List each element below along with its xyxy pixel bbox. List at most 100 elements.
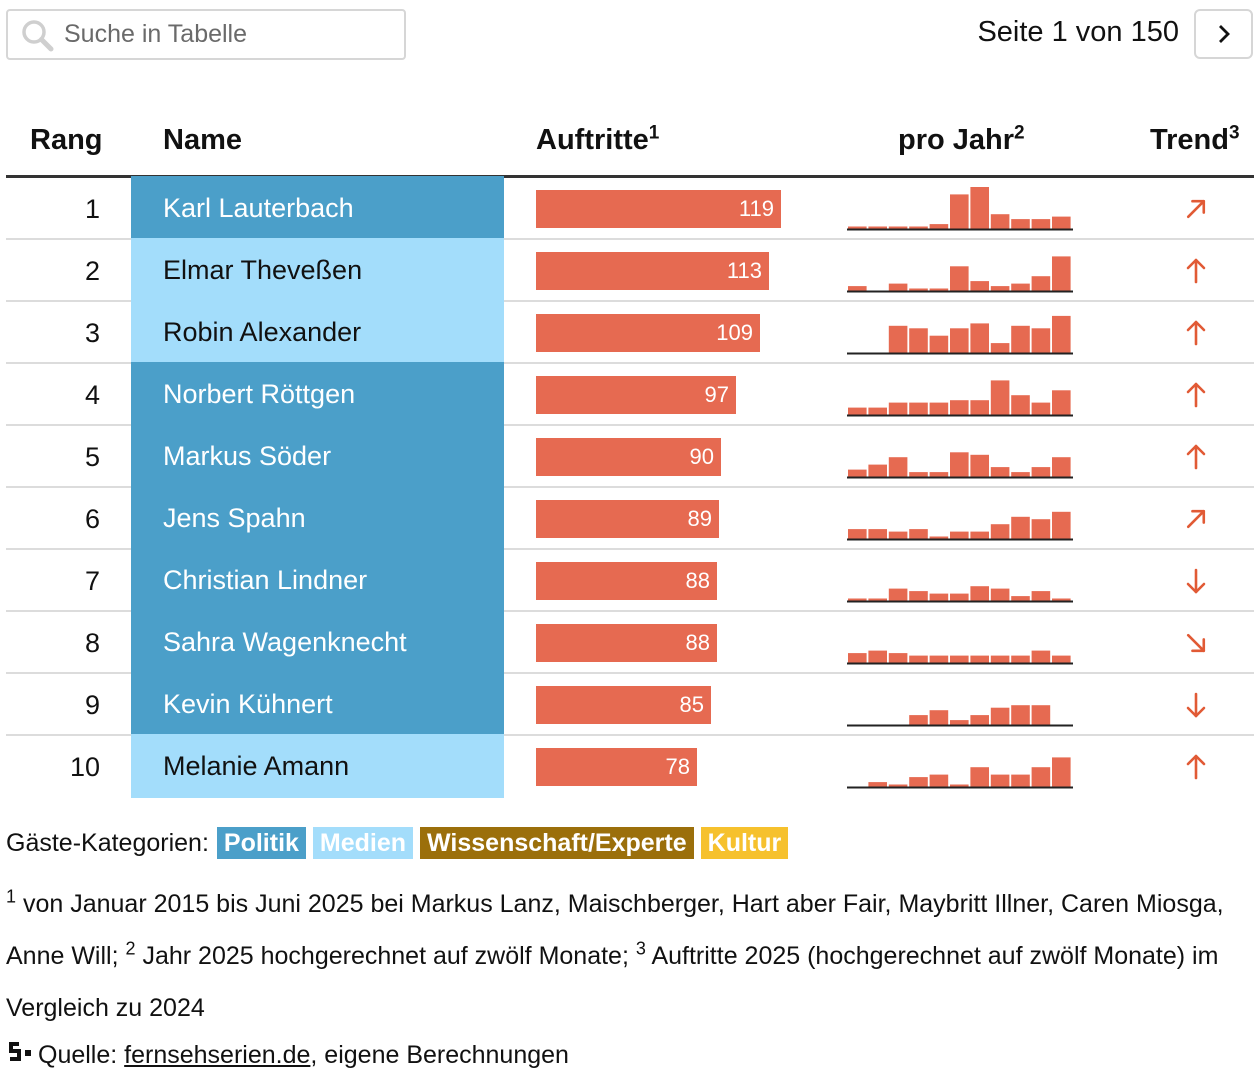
trend-down-arrow-icon xyxy=(1176,550,1216,612)
sparkline-bar xyxy=(929,288,949,291)
per-year-sparkline xyxy=(847,315,1073,355)
sparkline-bar xyxy=(970,655,989,663)
sparkline-bar xyxy=(848,286,867,291)
name-cell: Markus Söder xyxy=(131,424,504,488)
source-line: Quelle: fernsehserien.de, eigene Berechn… xyxy=(6,1040,569,1071)
sparkline-bar xyxy=(990,467,1010,477)
column-header-pro-jahr: pro Jahr2 xyxy=(898,122,1025,156)
table-row: 2 Elmar Theveßen 113 xyxy=(6,238,1254,302)
search-input[interactable] xyxy=(64,20,394,49)
sparkline-bar xyxy=(929,655,949,663)
sparkline-bar xyxy=(1031,519,1051,539)
search-box[interactable] xyxy=(6,9,406,60)
sparkline-bar xyxy=(990,524,1010,539)
per-year-sparkline xyxy=(847,452,1073,479)
sparkline-bar xyxy=(1052,511,1071,539)
sparkline-bar xyxy=(1011,472,1030,477)
search-icon xyxy=(20,18,54,52)
sparkline-bar xyxy=(950,784,969,787)
sparkline-bar xyxy=(950,531,969,539)
appearances-bar: 88 xyxy=(536,624,717,662)
sparkline-bar xyxy=(990,380,1010,415)
sparkline-bar xyxy=(1031,591,1051,601)
table-row: 4 Norbert Röttgen 97 xyxy=(6,362,1254,426)
column-header-trend[interactable]: Trend3 xyxy=(1150,122,1240,156)
sparkline-bar xyxy=(1011,596,1030,601)
trend-up-arrow-icon xyxy=(1176,240,1216,302)
appearances-bar: 85 xyxy=(536,686,711,724)
sparkline-bar xyxy=(970,281,989,291)
sparkline-bar xyxy=(990,655,1010,663)
column-header-name[interactable]: Name xyxy=(163,124,242,156)
sparkline-bar xyxy=(990,214,1010,229)
rank-cell: 1 xyxy=(84,194,100,224)
sparkline-bar xyxy=(929,710,949,725)
sparkline-bar xyxy=(1011,705,1030,725)
column-header-auftritte[interactable]: Auftritte1 xyxy=(536,122,660,156)
sparkline-bar xyxy=(1052,457,1071,477)
rank-cell: 8 xyxy=(84,628,100,658)
sparkline-bar xyxy=(950,328,969,353)
next-page-button[interactable] xyxy=(1194,9,1253,59)
sparkline-bar xyxy=(888,457,908,477)
table-body: 1 Karl Lauterbach 119 2 Elmar Theveßen 1… xyxy=(6,176,1254,798)
appearances-bar: 97 xyxy=(536,376,736,414)
table-row: 10 Melanie Amann 78 xyxy=(6,734,1254,798)
trend-up-right-arrow-icon xyxy=(1176,178,1216,240)
table-header: Rang Name Auftritte1 pro Jahr2 Trend3 xyxy=(6,118,1254,178)
rank-cell: 6 xyxy=(84,504,100,534)
legend-wissenschaft: Wissenschaft/Experte xyxy=(420,827,694,859)
sparkline-bar xyxy=(990,286,1010,291)
sparkline-bar xyxy=(929,593,949,601)
sparkline-bar xyxy=(868,529,887,539)
sparkline-bar xyxy=(868,407,887,415)
sparkline-bar xyxy=(1052,598,1071,601)
name-cell: Robin Alexander xyxy=(131,300,504,364)
chevron-right-icon xyxy=(1218,25,1230,43)
rank-cell: 4 xyxy=(84,380,100,410)
sparkline-bar xyxy=(970,531,989,539)
sparkline-bar xyxy=(848,407,867,415)
sparkline-bar xyxy=(1031,467,1051,477)
sparkline-bar xyxy=(909,777,928,787)
per-year-sparkline xyxy=(847,380,1073,417)
sparkline-bar xyxy=(1052,390,1071,415)
sparkline-bar xyxy=(1031,276,1051,291)
sparkline-bar xyxy=(990,707,1010,725)
table-row: 5 Markus Söder 90 xyxy=(6,424,1254,488)
sparkline-bar xyxy=(970,586,989,601)
sparkline-bar xyxy=(848,653,867,663)
sparkline-bar xyxy=(990,343,1010,353)
sparkline-bar xyxy=(1052,655,1071,663)
rank-cell: 2 xyxy=(84,256,100,286)
sparkline-bar xyxy=(970,715,989,725)
source-suffix: , eigene Berechnungen xyxy=(310,1041,569,1069)
column-header-rang[interactable]: Rang xyxy=(30,124,103,156)
table-row: 6 Jens Spahn 89 xyxy=(6,486,1254,550)
sparkline-bar xyxy=(950,400,969,415)
sparkline-bar xyxy=(1011,219,1030,229)
appearances-bar: 109 xyxy=(536,314,760,352)
per-year-sparkline xyxy=(847,757,1073,789)
sparkline-bar xyxy=(950,720,969,725)
table-row: 9 Kevin Kühnert 85 xyxy=(6,672,1254,736)
sparkline-bar xyxy=(1031,650,1051,663)
rank-cell: 10 xyxy=(69,752,100,782)
source-link[interactable]: fernsehserien.de xyxy=(124,1041,311,1069)
category-legend: Gäste-Kategorien: Politik Medien Wissens… xyxy=(6,826,795,860)
rank-cell: 7 xyxy=(84,566,100,596)
per-year-sparkline xyxy=(847,511,1073,541)
sparkline-bar xyxy=(909,402,928,415)
appearances-bar: 113 xyxy=(536,252,769,290)
sparkline-bar xyxy=(1052,216,1071,229)
sparkline-bar xyxy=(970,767,989,787)
sparkline-bar xyxy=(909,288,928,291)
name-cell: Kevin Kühnert xyxy=(131,672,504,736)
name-cell: Sahra Wagenknecht xyxy=(131,610,504,674)
sparkline-bar xyxy=(1011,774,1030,787)
sparkline-bar xyxy=(1052,315,1071,353)
sparkline-bar xyxy=(909,655,928,663)
per-year-sparkline xyxy=(847,256,1073,293)
sparkline-bar xyxy=(868,782,887,787)
per-year-sparkline xyxy=(847,650,1073,665)
